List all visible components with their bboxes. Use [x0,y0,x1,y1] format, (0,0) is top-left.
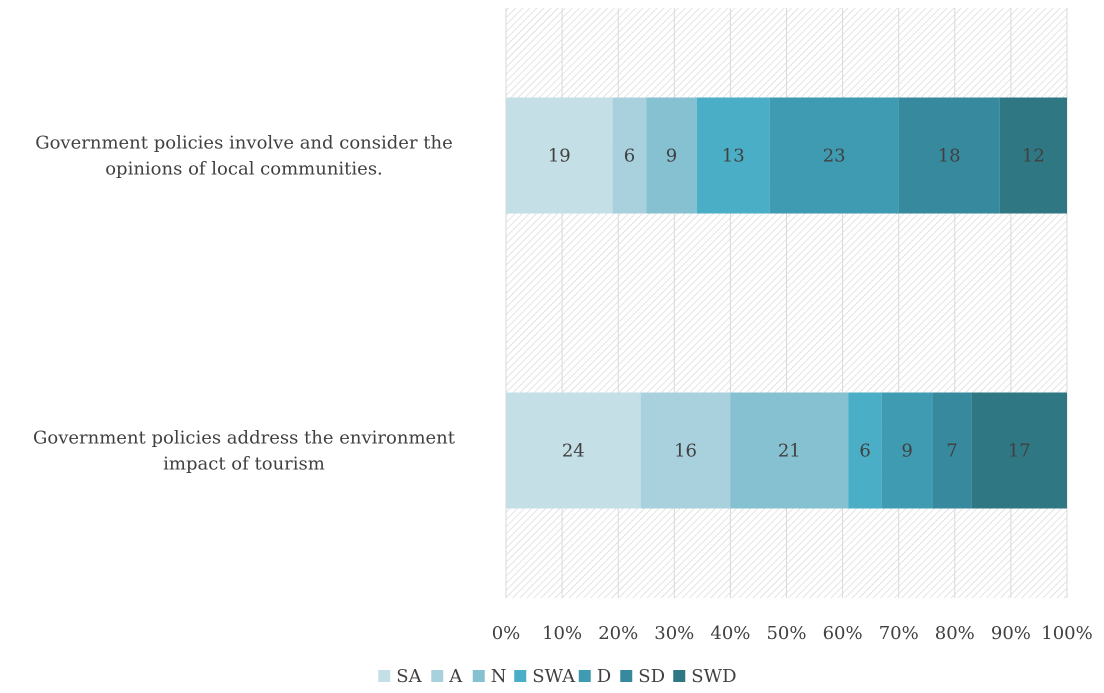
data-label: 6 [859,441,870,462]
legend-label: D [597,666,611,687]
bar-segment-swa [848,392,882,509]
x-tick-label: 60% [823,623,863,644]
x-axis-tick-labels: 0% 10% 20% 30% 40% 50% 60% 70% 80% 90% 100% [492,623,1093,644]
category-labels: Government policies involve and consider… [33,133,456,475]
data-label: 7 [946,441,957,462]
data-label: 18 [938,146,961,167]
x-tick-label: 70% [879,623,919,644]
bar-segment-swd [971,392,1067,509]
legend-swatch-swa [514,670,527,682]
x-tick-label: 0% [492,623,521,644]
legend-swatch-swd [673,670,686,682]
x-tick-label: 100% [1041,623,1092,644]
x-tick-label: 10% [542,623,582,644]
x-tick-label: 30% [654,623,694,644]
data-label: 19 [548,146,571,167]
legend-label: SWD [691,666,736,687]
bar-segment-n [730,392,849,509]
data-label: 21 [778,441,801,462]
bar-segment-sd [898,97,1000,214]
data-label: 17 [1008,441,1031,462]
x-tick-label: 50% [766,623,806,644]
bar-segment-swa [696,97,770,214]
legend-label: SA [396,666,422,687]
legend-swatch-sa [378,670,391,682]
bar-segment-a [640,392,731,509]
x-tick-label: 20% [598,623,638,644]
legend-label: SD [638,666,665,687]
data-label: 24 [562,441,585,462]
x-tick-label: 80% [935,623,975,644]
data-label: 16 [674,441,697,462]
data-label: 9 [666,146,677,167]
data-labels: 19 6 9 13 23 18 12 24 16 21 6 9 7 17 [548,146,1045,462]
bar-segment-d [769,97,899,214]
x-tick-label: 90% [991,623,1031,644]
bar-segment-sd [932,392,972,509]
legend-swatch-n [472,670,485,682]
bar-segment-swd [999,97,1067,214]
bar-segments [506,97,1067,509]
legend-label: SWA [532,666,576,687]
legend-swatch-a [431,670,444,682]
data-label: 9 [901,441,912,462]
bar-segment-a [612,97,647,214]
legend-label: N [491,666,507,687]
x-tick-label: 40% [710,623,750,644]
category-label: Government policies involve and consider… [35,133,453,180]
data-label: 12 [1022,146,1045,167]
data-label: 23 [823,146,846,167]
legend-swatch-d [578,670,591,682]
bar-segment-sa [506,392,641,509]
category-label: Government policies address the environm… [33,428,456,475]
bar-segment-n [646,97,697,214]
data-label: 6 [624,146,635,167]
legend-label: A [448,666,463,687]
legend: SA A N SWA D SD SWD [378,666,737,687]
bar-segment-sa [506,97,613,214]
bar-segment-d [881,392,933,509]
data-label: 13 [722,146,745,167]
legend-swatch-sd [620,670,633,682]
